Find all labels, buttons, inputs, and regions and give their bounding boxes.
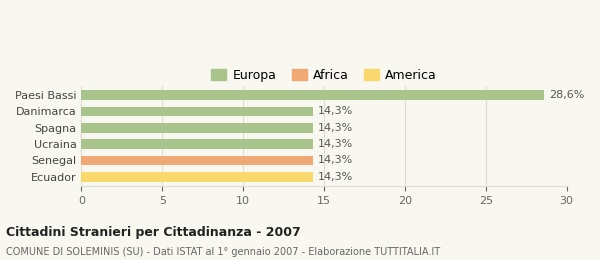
Legend: Europa, Africa, America: Europa, Africa, America [206, 64, 442, 87]
Bar [82, 90, 544, 100]
Text: COMUNE DI SOLEMINIS (SU) - Dati ISTAT al 1° gennaio 2007 - Elaborazione TUTTITAL: COMUNE DI SOLEMINIS (SU) - Dati ISTAT al… [6, 247, 440, 257]
Text: 14,3%: 14,3% [317, 123, 353, 133]
Text: 14,3%: 14,3% [317, 172, 353, 182]
Text: 28,6%: 28,6% [549, 90, 584, 100]
Text: 14,3%: 14,3% [317, 139, 353, 149]
Text: Cittadini Stranieri per Cittadinanza - 2007: Cittadini Stranieri per Cittadinanza - 2… [6, 226, 301, 239]
Text: 14,3%: 14,3% [317, 106, 353, 116]
Bar [82, 107, 313, 116]
Bar [82, 172, 313, 182]
Bar [82, 123, 313, 133]
Bar [82, 139, 313, 149]
Text: 14,3%: 14,3% [317, 155, 353, 165]
Bar [82, 155, 313, 165]
